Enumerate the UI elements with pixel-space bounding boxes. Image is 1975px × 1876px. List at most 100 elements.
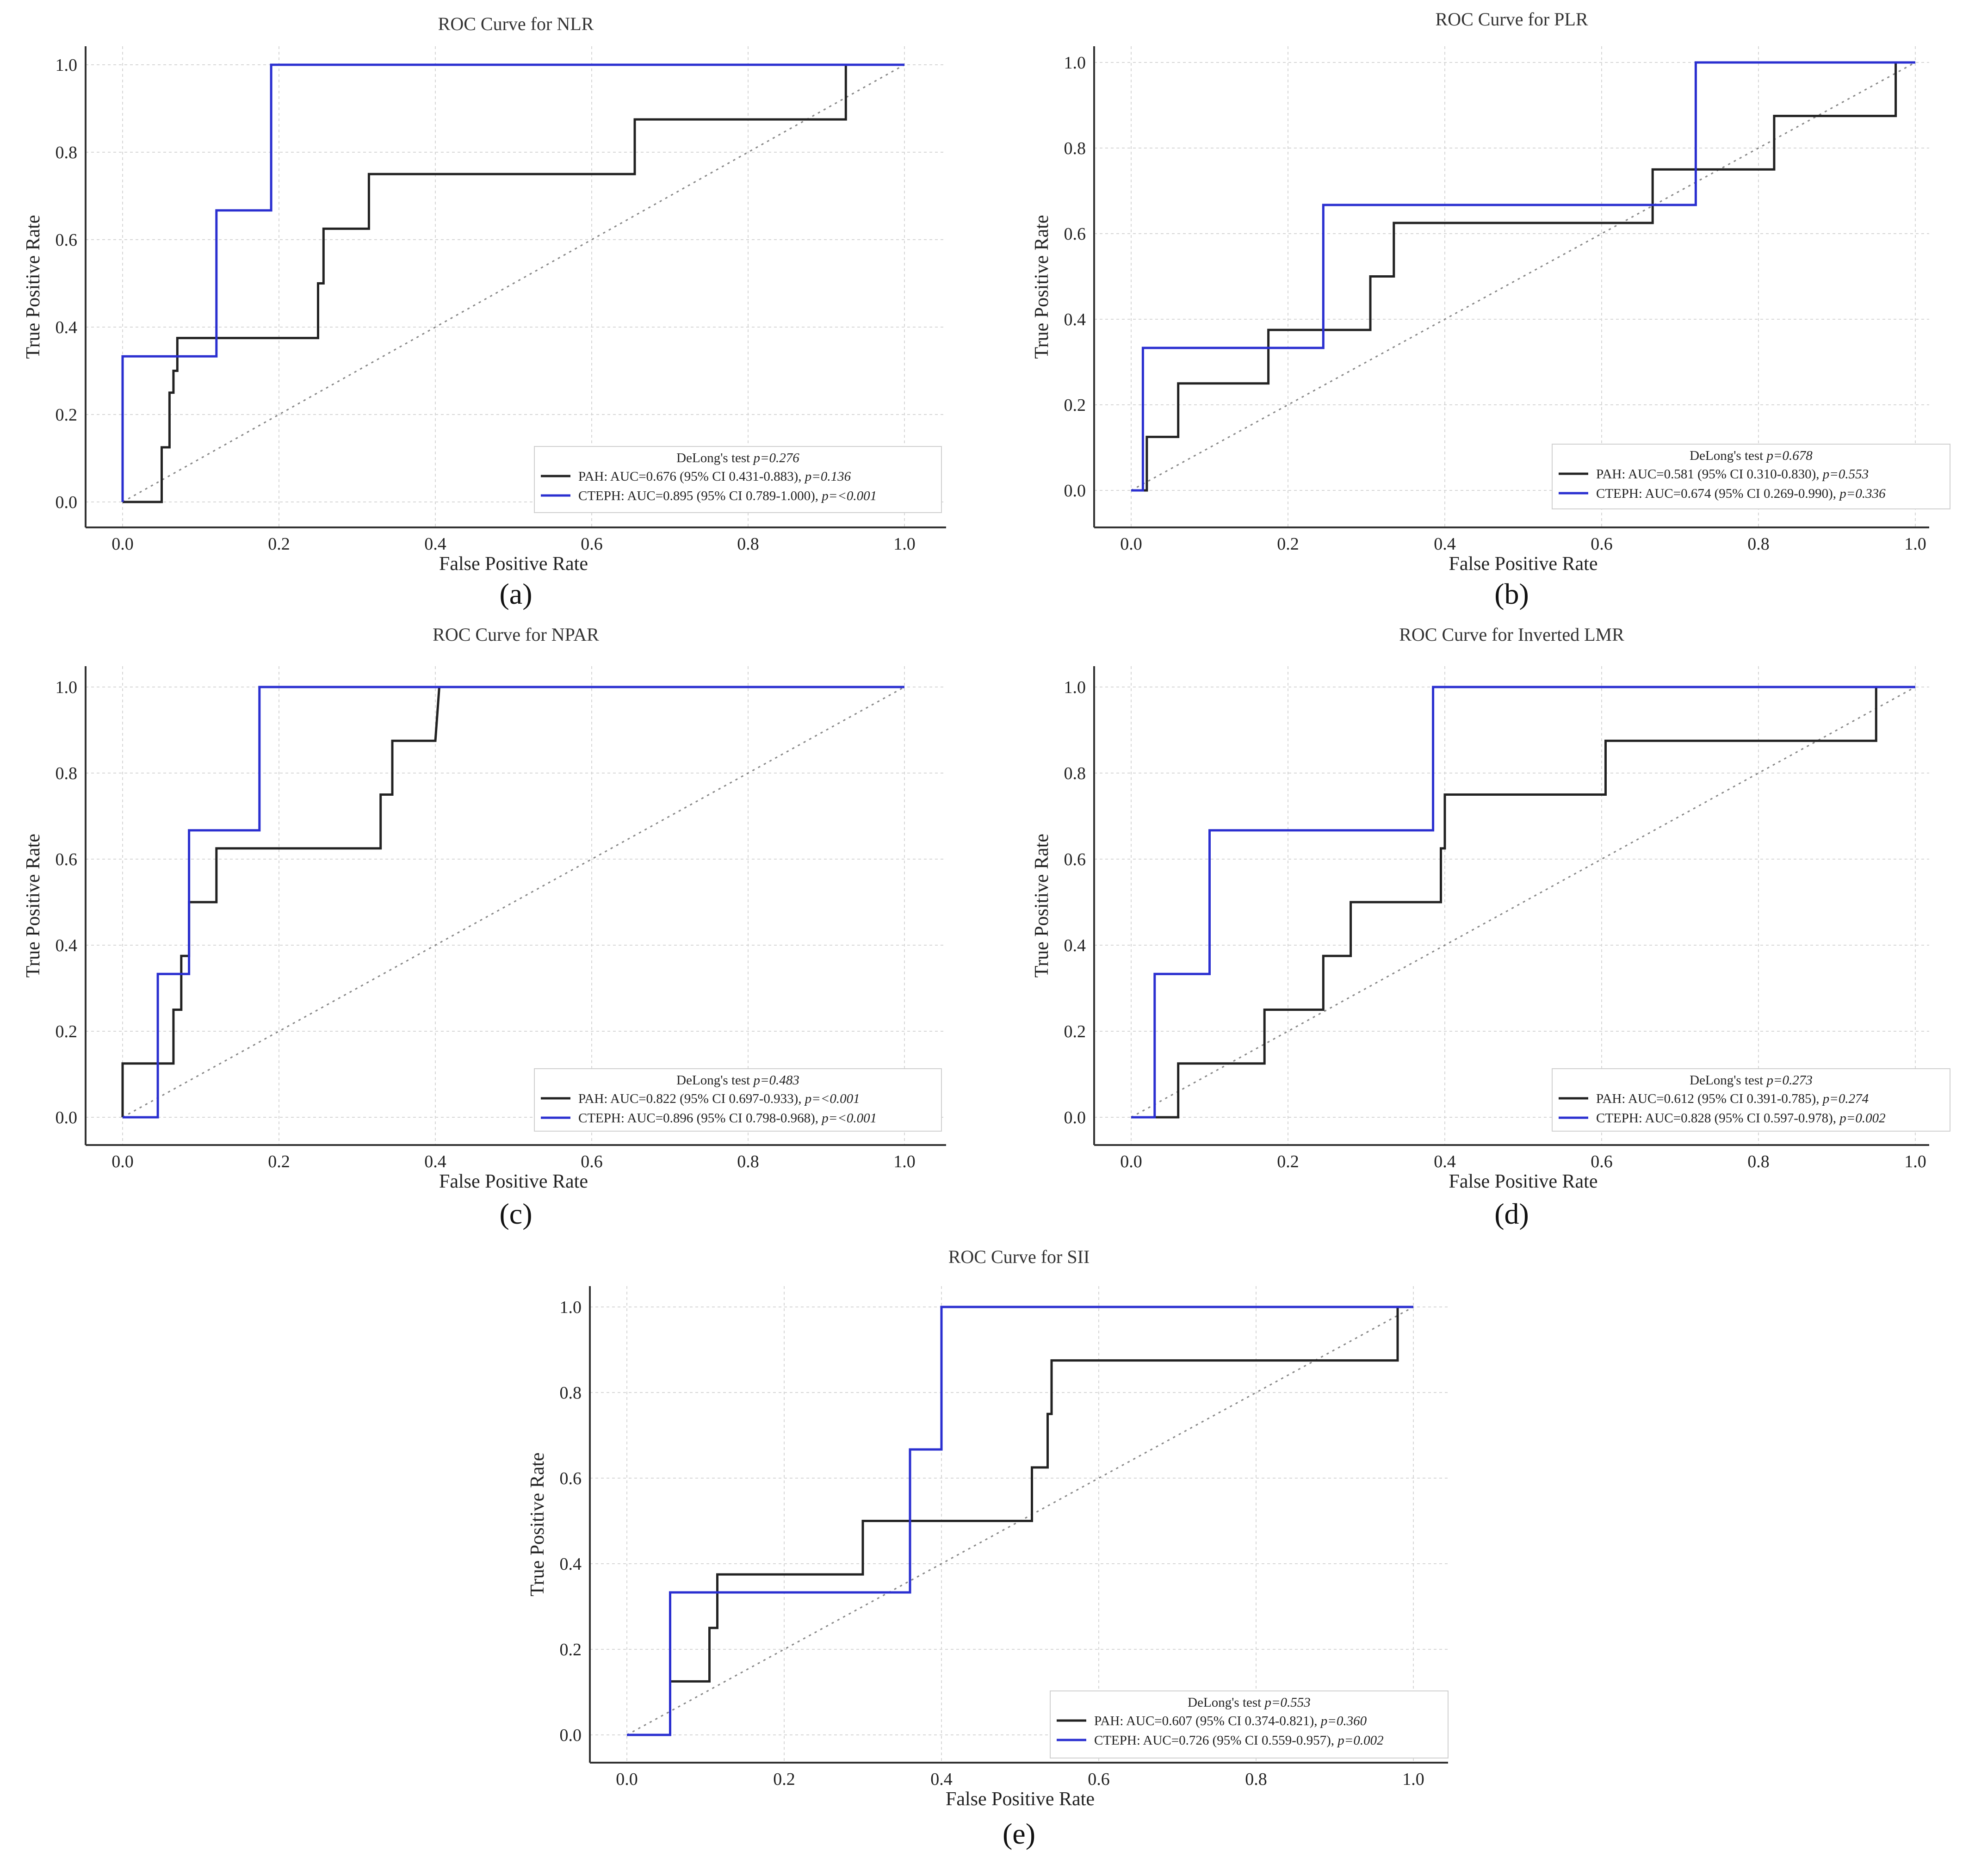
x-axis-label: False Positive Rate [1449, 1171, 1598, 1192]
y-tick-label: 0.8 [1064, 139, 1086, 158]
legend-header-p: p=0.276 [752, 451, 799, 465]
x-tick-label: 1.0 [1904, 534, 1926, 554]
legend-entry-p: p=<0.001 [821, 489, 877, 503]
y-tick-label: 0.8 [560, 1383, 582, 1403]
legend-entry-cteph: CTEPH: AUC=0.896 (95% CI 0.798-0.968), p… [578, 1111, 877, 1126]
legend-entry-text: PAH: AUC=0.822 (95% CI 0.697-0.933), [578, 1091, 805, 1106]
x-tick-label: 0.4 [424, 1152, 446, 1171]
legend-header: DeLong's test p=0.273 [1690, 1073, 1813, 1088]
x-axis-label: False Positive Rate [439, 1171, 588, 1192]
roc-line-pah [627, 1307, 1399, 1736]
roc-panel-2: ROC Curve for PLR 0.0 0.2 0.4 0.6 0.8 1.0 0.0 0.… [1031, 9, 1950, 610]
legend-entry-pah: PAH: AUC=0.612 (95% CI 0.391-0.785), p=0… [1596, 1091, 1869, 1106]
panel-label: (d) [1494, 1197, 1529, 1230]
x-tick-label: 0.0 [1120, 534, 1142, 554]
y-tick-label: 0.2 [560, 1640, 582, 1659]
legend-header-text: DeLong's test [1690, 1073, 1766, 1088]
chart-title: ROC Curve for SII [948, 1246, 1090, 1267]
y-axis-label: True Positive Rate [23, 215, 44, 359]
chart-title: ROC Curve for Inverted LMR [1399, 624, 1624, 645]
y-tick-label: 0.0 [56, 1108, 78, 1127]
legend-header-text: DeLong's test [1188, 1695, 1264, 1710]
chance-diagonal [122, 64, 905, 503]
x-tick-label: 0.0 [111, 1152, 134, 1171]
legend-entry-p: p=0.553 [1822, 467, 1869, 482]
x-tick-label: 0.2 [268, 534, 290, 554]
y-tick-label: 0.4 [56, 318, 78, 337]
legend-box [534, 446, 942, 513]
roc-panel-4: ROC Curve for Inverted LMR 0.0 0.2 0.4 0.6 0.… [1031, 624, 1950, 1230]
roc-line-pah [121, 686, 904, 1117]
x-axis-label: False Positive Rate [1449, 553, 1598, 575]
x-tick-label: 1.0 [893, 1152, 916, 1171]
x-tick-label: 0.6 [581, 1152, 603, 1171]
y-tick-label: 0.6 [56, 230, 78, 250]
legend-entry-cteph: CTEPH: AUC=0.895 (95% CI 0.789-1.000), p… [578, 489, 877, 503]
x-tick-label: 0.8 [1747, 1152, 1770, 1171]
y-tick-label: 1.0 [1064, 53, 1086, 73]
y-tick-label: 0.2 [56, 405, 78, 425]
legend: DeLong's test p=0.273 PAH: AUC=0.612 (95%… [1552, 1068, 1950, 1132]
legend-box [1050, 1690, 1449, 1758]
x-tick-label: 0.0 [616, 1770, 638, 1789]
y-tick-label: 0.8 [1064, 764, 1086, 783]
x-tick-label: 0.2 [773, 1770, 795, 1789]
y-axis-label: True Positive Rate [1031, 215, 1053, 359]
legend-entry-pah: PAH: AUC=0.607 (95% CI 0.374-0.821), p=0… [1094, 1714, 1367, 1728]
legend-header-p: p=0.553 [1263, 1695, 1310, 1710]
roc-panel-1: ROC Curve for NLR 0.0 0.2 0.4 0.6 0.8 1.0 0.0 0.… [23, 13, 946, 610]
legend: DeLong's test p=0.276 PAH: AUC=0.676 (95%… [534, 446, 942, 513]
legend-box [1552, 444, 1950, 509]
legend-entry-p: p=0.136 [804, 469, 851, 484]
x-tick-label: 0.2 [1277, 1152, 1299, 1171]
y-tick-label: 1.0 [56, 56, 78, 75]
y-tick-label: 0.8 [56, 143, 78, 162]
x-tick-label: 0.6 [1088, 1770, 1110, 1789]
legend-entry-text: CTEPH: AUC=0.674 (95% CI 0.269-0.990), [1596, 486, 1839, 501]
x-tick-label: 1.0 [1904, 1152, 1926, 1171]
y-tick-label: 0.0 [56, 493, 78, 512]
roc-line-pah [1131, 62, 1897, 492]
x-tick-label: 0.2 [1277, 534, 1299, 554]
y-tick-label: 0.2 [56, 1022, 78, 1041]
x-tick-label: 0.8 [737, 534, 759, 554]
legend-entry-text: PAH: AUC=0.612 (95% CI 0.391-0.785), [1596, 1091, 1823, 1106]
y-tick-label: 1.0 [56, 678, 78, 697]
y-tick-label: 0.6 [56, 850, 78, 869]
y-tick-label: 1.0 [1064, 678, 1086, 697]
legend-header-p: p=0.678 [1765, 448, 1813, 463]
y-axis-label: True Positive Rate [23, 834, 44, 978]
roc-panel-3: ROC Curve for NPAR 0.0 0.2 0.4 0.6 0.8 1.0 0.0 0… [23, 624, 946, 1230]
legend: DeLong's test p=0.483 PAH: AUC=0.822 (95%… [534, 1068, 942, 1132]
legend-entry-pah: PAH: AUC=0.822 (95% CI 0.697-0.933), p=<… [578, 1091, 860, 1106]
legend-header-p: p=0.273 [1765, 1073, 1812, 1088]
legend-entry-p: p=<0.001 [804, 1091, 860, 1106]
legend: DeLong's test p=0.553 PAH: AUC=0.607 (95%… [1050, 1690, 1449, 1758]
y-tick-label: 0.4 [560, 1554, 582, 1574]
legend-entry-text: CTEPH: AUC=0.726 (95% CI 0.559-0.957), [1094, 1733, 1337, 1748]
chance-diagonal [1131, 62, 1916, 491]
roc-line-pah [123, 65, 847, 503]
x-tick-label: 0.0 [1120, 1152, 1142, 1171]
roc-line-cteph [1131, 686, 1915, 1119]
y-tick-label: 0.0 [1064, 481, 1086, 501]
roc-line-cteph [1131, 61, 1915, 492]
x-tick-label: 0.8 [1245, 1770, 1267, 1789]
x-tick-label: 0.6 [1591, 1152, 1613, 1171]
legend-header: DeLong's test p=0.553 [1188, 1695, 1311, 1710]
chance-diagonal [122, 686, 905, 1118]
roc-panel-5: ROC Curve for SII 0.0 0.2 0.4 0.6 0.8 1.0 0.0 0.… [527, 1246, 1449, 1850]
legend-entry-text: PAH: AUC=0.676 (95% CI 0.431-0.883), [578, 469, 805, 484]
y-tick-label: 0.4 [1064, 310, 1086, 329]
y-tick-label: 1.0 [560, 1298, 582, 1317]
legend-entry-cteph: CTEPH: AUC=0.726 (95% CI 0.559-0.957), p… [1094, 1733, 1384, 1748]
chart-title: ROC Curve for PLR [1436, 9, 1588, 30]
y-axis-label: True Positive Rate [527, 1452, 548, 1596]
legend-header-text: DeLong's test [676, 1073, 753, 1088]
legend-entry-text: CTEPH: AUC=0.895 (95% CI 0.789-1.000), [578, 489, 822, 503]
legend-entry-p: p=0.002 [1337, 1733, 1383, 1748]
chance-diagonal [1131, 686, 1916, 1118]
legend-entry-cteph: CTEPH: AUC=0.674 (95% CI 0.269-0.990), p… [1596, 486, 1886, 501]
y-tick-label: 0.0 [1064, 1108, 1086, 1127]
legend-entry-text: PAH: AUC=0.581 (95% CI 0.310-0.830), [1596, 467, 1823, 482]
